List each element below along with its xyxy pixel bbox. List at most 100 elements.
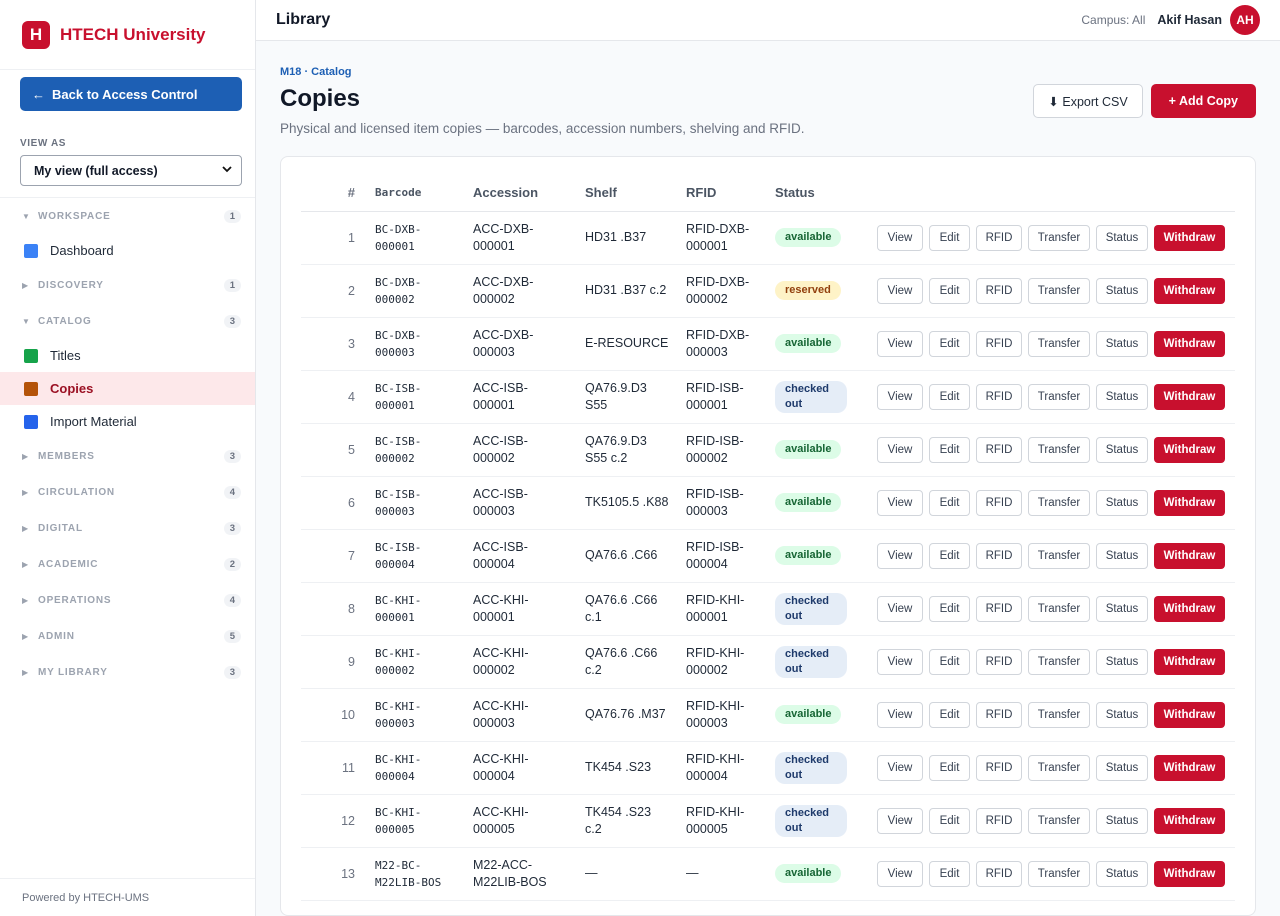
rfid-button[interactable]: RFID: [976, 754, 1022, 781]
edit-button[interactable]: Edit: [929, 330, 970, 357]
transfer-button[interactable]: Transfer: [1028, 860, 1090, 887]
view-button[interactable]: View: [877, 436, 923, 463]
transfer-button[interactable]: Transfer: [1028, 330, 1090, 357]
transfer-button[interactable]: Transfer: [1028, 754, 1090, 781]
withdraw-button[interactable]: Withdraw: [1154, 595, 1225, 622]
sidebar-item-dashboard[interactable]: Dashboard: [0, 234, 255, 267]
edit-button[interactable]: Edit: [929, 860, 970, 887]
edit-button[interactable]: Edit: [929, 224, 970, 251]
transfer-button[interactable]: Transfer: [1028, 489, 1090, 516]
transfer-button[interactable]: Transfer: [1028, 224, 1090, 251]
rfid-button[interactable]: RFID: [976, 277, 1022, 304]
view-button[interactable]: View: [877, 701, 923, 728]
edit-button[interactable]: Edit: [929, 595, 970, 622]
status-button[interactable]: Status: [1096, 489, 1148, 516]
rfid-button[interactable]: RFID: [976, 701, 1022, 728]
withdraw-button[interactable]: Withdraw: [1154, 383, 1225, 410]
col-header-status[interactable]: Status: [775, 175, 868, 212]
withdraw-button[interactable]: Withdraw: [1154, 436, 1225, 463]
edit-button[interactable]: Edit: [929, 754, 970, 781]
withdraw-button[interactable]: Withdraw: [1154, 860, 1225, 887]
withdraw-button[interactable]: Withdraw: [1154, 277, 1225, 304]
rfid-button[interactable]: RFID: [976, 860, 1022, 887]
rfid-button[interactable]: RFID: [976, 648, 1022, 675]
col-header-barcode[interactable]: Barcode: [375, 175, 473, 212]
nav-group-circulation[interactable]: ▶ CIRCULATION 4: [0, 474, 255, 510]
avatar[interactable]: AH: [1230, 5, 1260, 35]
edit-button[interactable]: Edit: [929, 383, 970, 410]
status-button[interactable]: Status: [1096, 330, 1148, 357]
view-button[interactable]: View: [877, 224, 923, 251]
view-button[interactable]: View: [877, 542, 923, 569]
col-header-num[interactable]: #: [301, 175, 375, 212]
nav-group-admin[interactable]: ▶ ADMIN 5: [0, 618, 255, 654]
edit-button[interactable]: Edit: [929, 807, 970, 834]
back-to-access-control-button[interactable]: ← Back to Access Control: [20, 77, 242, 111]
transfer-button[interactable]: Transfer: [1028, 648, 1090, 675]
transfer-button[interactable]: Transfer: [1028, 277, 1090, 304]
status-button[interactable]: Status: [1096, 807, 1148, 834]
nav-group-discovery[interactable]: ▶ DISCOVERY 1: [0, 267, 255, 303]
col-header-rfid[interactable]: RFID: [686, 175, 775, 212]
col-header-accession[interactable]: Accession: [473, 175, 585, 212]
nav-group-my-library[interactable]: ▶ MY LIBRARY 3: [0, 654, 255, 690]
nav-group-operations[interactable]: ▶ OPERATIONS 4: [0, 582, 255, 618]
view-button[interactable]: View: [877, 860, 923, 887]
view-button[interactable]: View: [877, 807, 923, 834]
edit-button[interactable]: Edit: [929, 489, 970, 516]
view-button[interactable]: View: [877, 595, 923, 622]
transfer-button[interactable]: Transfer: [1028, 701, 1090, 728]
campus-selector[interactable]: Campus: All: [1081, 13, 1146, 27]
withdraw-button[interactable]: Withdraw: [1154, 648, 1225, 675]
status-button[interactable]: Status: [1096, 860, 1148, 887]
col-header-shelf[interactable]: Shelf: [585, 175, 686, 212]
sidebar-item-copies[interactable]: Copies: [0, 372, 255, 405]
nav-group-digital[interactable]: ▶ DIGITAL 3: [0, 510, 255, 546]
status-button[interactable]: Status: [1096, 542, 1148, 569]
nav-group-workspace[interactable]: ▼ WORKSPACE 1: [0, 198, 255, 234]
status-button[interactable]: Status: [1096, 754, 1148, 781]
transfer-button[interactable]: Transfer: [1028, 383, 1090, 410]
view-button[interactable]: View: [877, 648, 923, 675]
edit-button[interactable]: Edit: [929, 436, 970, 463]
withdraw-button[interactable]: Withdraw: [1154, 754, 1225, 781]
status-button[interactable]: Status: [1096, 277, 1148, 304]
transfer-button[interactable]: Transfer: [1028, 542, 1090, 569]
brand[interactable]: H HTECH University: [0, 0, 255, 70]
status-button[interactable]: Status: [1096, 383, 1148, 410]
edit-button[interactable]: Edit: [929, 648, 970, 675]
transfer-button[interactable]: Transfer: [1028, 436, 1090, 463]
rfid-button[interactable]: RFID: [976, 595, 1022, 622]
status-button[interactable]: Status: [1096, 436, 1148, 463]
nav-group-academic[interactable]: ▶ ACADEMIC 2: [0, 546, 255, 582]
withdraw-button[interactable]: Withdraw: [1154, 701, 1225, 728]
view-button[interactable]: View: [877, 489, 923, 516]
rfid-button[interactable]: RFID: [976, 489, 1022, 516]
status-button[interactable]: Status: [1096, 648, 1148, 675]
status-button[interactable]: Status: [1096, 701, 1148, 728]
rfid-button[interactable]: RFID: [976, 542, 1022, 569]
nav-group-catalog[interactable]: ▼ CATALOG 3: [0, 303, 255, 339]
view-button[interactable]: View: [877, 277, 923, 304]
view-button[interactable]: View: [877, 330, 923, 357]
edit-button[interactable]: Edit: [929, 542, 970, 569]
withdraw-button[interactable]: Withdraw: [1154, 224, 1225, 251]
withdraw-button[interactable]: Withdraw: [1154, 489, 1225, 516]
edit-button[interactable]: Edit: [929, 701, 970, 728]
status-button[interactable]: Status: [1096, 224, 1148, 251]
withdraw-button[interactable]: Withdraw: [1154, 542, 1225, 569]
export-csv-button[interactable]: ⬇ Export CSV: [1033, 84, 1143, 118]
withdraw-button[interactable]: Withdraw: [1154, 807, 1225, 834]
rfid-button[interactable]: RFID: [976, 383, 1022, 410]
transfer-button[interactable]: Transfer: [1028, 807, 1090, 834]
rfid-button[interactable]: RFID: [976, 330, 1022, 357]
status-button[interactable]: Status: [1096, 595, 1148, 622]
view-button[interactable]: View: [877, 754, 923, 781]
view-as-select[interactable]: My view (full access): [20, 155, 242, 186]
withdraw-button[interactable]: Withdraw: [1154, 330, 1225, 357]
sidebar-item-import-material[interactable]: Import Material: [0, 405, 255, 438]
edit-button[interactable]: Edit: [929, 277, 970, 304]
rfid-button[interactable]: RFID: [976, 807, 1022, 834]
nav-group-members[interactable]: ▶ MEMBERS 3: [0, 438, 255, 474]
add-copy-button[interactable]: + Add Copy: [1150, 84, 1256, 118]
